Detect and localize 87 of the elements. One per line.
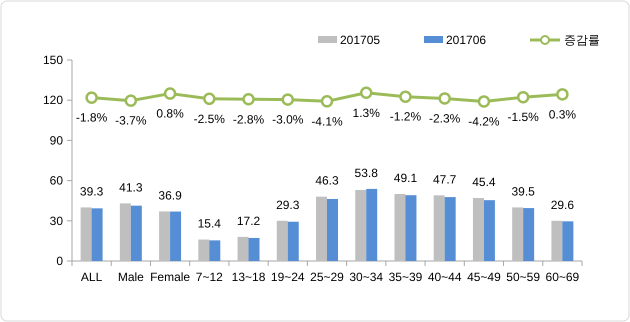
bar [394,194,406,261]
data-label: 53.8 [354,166,378,180]
data-label: 0.8% [156,106,184,121]
data-label: -2.3% [429,111,461,126]
bar [92,208,103,261]
data-label: 41.3 [119,180,143,194]
point [438,92,451,105]
bar [159,211,170,261]
x-tick-label: Male [118,270,144,284]
bar [562,221,574,261]
x-tick-label: 45~49 [467,270,502,284]
bar [472,198,484,261]
x-tick-label: 19~24 [270,270,305,284]
data-label: 29.6 [550,198,574,212]
data-label: -2.8% [232,112,265,126]
point [478,95,490,108]
legend-label: 증감률 [564,33,600,47]
data-label: -3.0% [272,112,304,127]
bar [248,238,260,261]
bar [551,220,562,261]
bar [484,200,495,261]
legend-label: 201706 [446,33,486,47]
data-label: 29.3 [276,198,300,212]
bar [327,198,338,261]
bar [80,207,92,261]
data-label: 39.5 [511,184,536,198]
point [320,95,334,108]
point [556,88,569,101]
x-tick-label: 13~18 [232,270,266,284]
bar [366,188,378,261]
data-label: 45.4 [472,175,496,190]
data-label: 15.4 [198,216,222,231]
data-label: -2.5% [194,112,226,126]
legend-label: 201705 [340,33,380,47]
data-label: -4.2% [468,114,500,128]
data-label: -3.7% [115,114,147,128]
bar [170,212,182,261]
point [164,87,176,100]
y-tick-label: 90 [50,133,64,148]
point [516,90,530,104]
bar [512,207,524,261]
bar [238,236,249,261]
bar [288,222,299,261]
bar [355,190,366,261]
y-tick-label: 120 [42,93,64,108]
y-tick-label: 0 [56,254,64,268]
bar [405,195,416,261]
bar [276,220,288,261]
data-label: -1.8% [76,110,108,125]
point [282,93,294,106]
data-label: 1.3% [352,106,380,120]
data-label: 49.1 [394,171,418,185]
point [85,91,98,104]
data-label: 0.3% [548,107,576,122]
data-label: 17.2 [236,214,261,228]
x-tick-label: 7~12 [196,270,224,284]
data-label: -1.5% [507,110,540,124]
data-label: -4.1% [311,114,343,128]
point [124,94,138,107]
x-tick-label: ALL [80,270,103,284]
data-label: -1.2% [390,110,422,124]
data-label: 47.7 [433,172,457,186]
bar [316,196,327,261]
y-tick-label: 30 [50,214,64,228]
x-tick-label: Female [150,270,190,284]
point [242,93,255,106]
y-tick-label: 150 [42,53,64,67]
x-tick-label: 60~69 [546,270,580,284]
bar [523,208,534,261]
point [360,86,372,100]
x-tick-label: 25~29 [310,270,344,284]
point [399,90,412,103]
data-label: 39.3 [80,184,104,198]
bar [130,206,142,261]
bar [198,240,210,261]
bar [434,195,445,261]
data-label: 36.9 [158,188,182,202]
y-tick-label: 60 [50,174,64,188]
x-tick-label: 35~39 [388,270,423,284]
data-label: 46.3 [315,174,339,188]
x-tick-label: 50~59 [506,270,540,284]
point [203,92,216,106]
x-tick-label: 40~44 [428,270,462,284]
bar [444,197,456,261]
bar [209,240,220,261]
bar [120,203,131,261]
x-tick-label: 30~34 [349,270,384,284]
